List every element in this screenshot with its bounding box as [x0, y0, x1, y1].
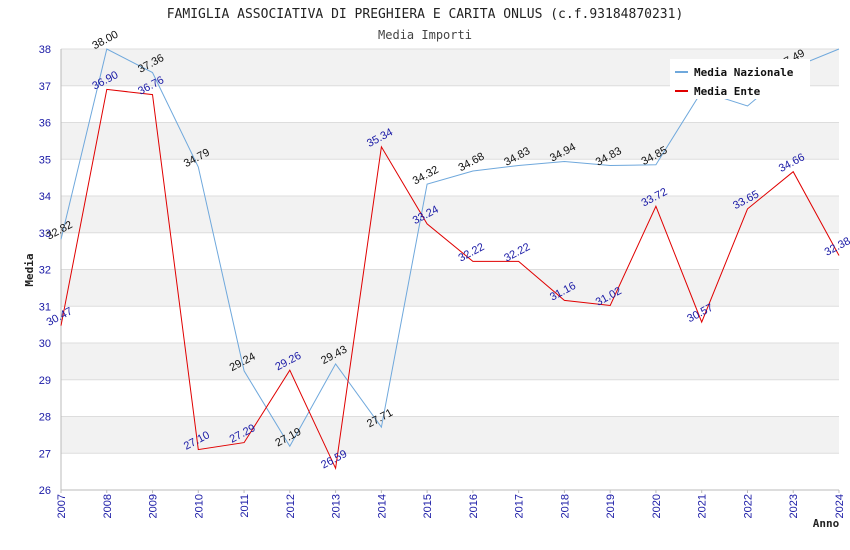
- legend: Media Nazionale Media Ente: [670, 59, 810, 99]
- series-line-media-nazionale: [60, 48, 840, 448]
- grid-band: [61, 269, 839, 307]
- y-axis-label: Media: [23, 253, 36, 286]
- x-tick-label: 2015: [422, 494, 434, 518]
- x-tick-label: 2022: [742, 494, 754, 518]
- data-label-media-nazionale: 34.32: [411, 164, 441, 188]
- grid-band: [61, 196, 839, 233]
- grid-band: [61, 343, 839, 380]
- x-axis-label: Anno: [813, 517, 840, 530]
- x-tick-label: 2017: [514, 494, 526, 518]
- x-tick-label: 2024: [834, 494, 846, 518]
- y-tick-label: 37: [39, 81, 51, 93]
- legend-label-media-nazionale: Media Nazionale: [694, 66, 794, 79]
- y-tick-label: 33: [39, 228, 51, 240]
- chart-subtitle: Media Importi: [378, 28, 472, 42]
- y-tick-label: 31: [39, 301, 51, 313]
- x-tick-label: 2016: [468, 494, 480, 518]
- x-tick-label: 2012: [285, 494, 297, 518]
- y-tick-label: 34: [39, 191, 51, 203]
- series-line-media-ente: [60, 88, 840, 471]
- x-tick-label: 2009: [148, 494, 160, 518]
- x-tick-label: 2013: [331, 494, 343, 518]
- y-tick-label: 36: [39, 118, 51, 130]
- x-tick-label: 2018: [559, 494, 571, 518]
- grid-band: [61, 122, 839, 160]
- y-tick-label: 26: [39, 485, 51, 497]
- y-axis-ticks: 26 27 28 29 30 31 32 33 34 35 36 37 38: [39, 44, 51, 497]
- x-tick-label: 2021: [697, 494, 709, 518]
- y-tick-label: 32: [39, 265, 51, 277]
- y-tick-label: 29: [39, 375, 51, 387]
- y-tick-label: 35: [39, 154, 51, 166]
- chart-title: FAMIGLIA ASSOCIATIVA DI PREGHIERA E CARI…: [167, 7, 684, 22]
- legend-box: [670, 59, 810, 99]
- y-tick-label: 38: [39, 44, 51, 56]
- y-tick-label: 28: [39, 412, 51, 424]
- x-tick-label: 2011: [239, 494, 251, 518]
- x-tick-label: 2014: [376, 494, 388, 518]
- data-label-media-ente: 32.38: [823, 235, 850, 259]
- y-tick-label: 30: [39, 338, 51, 350]
- x-axis-ticks: 2007 2008 2009 2010 2011 2012 2013 2014 2015 2016…: [56, 490, 846, 518]
- x-tick-label: 2019: [605, 494, 617, 518]
- legend-label-media-ente: Media Ente: [694, 85, 761, 98]
- x-tick-label: 2008: [102, 494, 114, 518]
- y-tick-label: 27: [39, 448, 51, 460]
- x-tick-label: 2023: [788, 494, 800, 518]
- grid-band: [61, 416, 839, 454]
- grid-bands: [61, 48, 839, 491]
- x-tick-label: 2007: [56, 494, 68, 518]
- x-tick-label: 2020: [651, 494, 663, 518]
- x-tick-label: 2010: [193, 494, 205, 518]
- data-label-media-nazionale: 32.82: [45, 219, 75, 243]
